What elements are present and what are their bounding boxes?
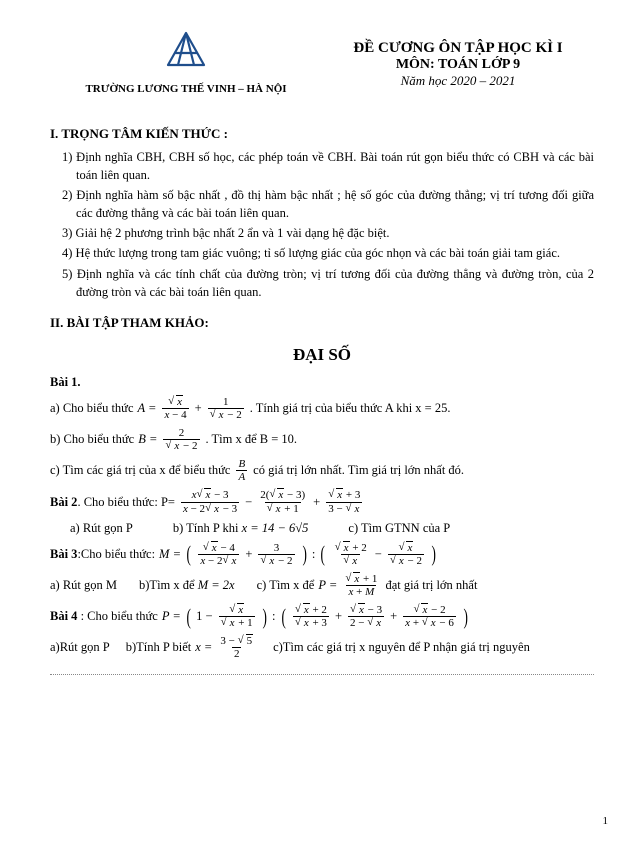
footer-divider <box>50 674 594 675</box>
bai-3: Bài 3:Cho biểu thức: M = ( x − 4 x − 2x … <box>50 542 594 567</box>
math-minus: − <box>375 547 382 562</box>
section-1-heading: I. TRỌNG TÂM KIẾN THỨC : <box>50 125 594 144</box>
bai-3-subparts: a) Rút gọn M b)Tìm x để M = 2x c) Tìm x … <box>50 573 594 598</box>
math-plus: + <box>390 609 397 624</box>
bai-1-b-suffix: . Tìm x để B = 10. <box>206 432 298 447</box>
bai-2-b-expr: x = 14 − 6√5 <box>242 521 309 535</box>
header-left: TRƯỜNG LƯƠNG THẾ VINH – HÀ NỘI <box>50 30 322 95</box>
bai-1-a-prefix: a) Cho biểu thức <box>50 401 134 416</box>
math-frac: x x − 2 <box>388 542 424 567</box>
bai-3-b: b)Tìm x để <box>139 578 195 592</box>
math-colon: : <box>312 547 315 562</box>
math-frac: x − 3 2 − x <box>348 604 384 629</box>
math-frac: x x + 1 <box>219 604 255 629</box>
math-frac: xx − 3 x − 2x − 3 <box>181 489 239 514</box>
bai-4-c: c)Tìm các giá trị x nguyên để P nhận giá… <box>273 640 530 655</box>
math-expr: x = <box>195 640 212 655</box>
math-frac: x + 3 3 − x <box>326 489 362 514</box>
bai-4-prefix: : Cho biểu thức <box>81 609 158 623</box>
math-frac: x − 2 x + x − 6 <box>403 604 456 629</box>
bai-4-b: b)Tính P biết <box>126 640 192 655</box>
bai-4: Bài 4 : Cho biểu thức P = ( 1 − x x + 1 … <box>50 604 594 629</box>
math-frac: x + 2 x + 3 <box>293 604 329 629</box>
math-plus: + <box>313 495 320 510</box>
page: TRƯỜNG LƯƠNG THẾ VINH – HÀ NỘI ĐỀ CƯƠNG … <box>0 0 644 841</box>
bai-1-b: b) Cho biểu thức B = 2 x − 2 . Tìm x để … <box>50 427 594 452</box>
bai-2-subparts: a) Rút gọn P b) Tính P khi x = 14 − 6√5 … <box>70 521 594 536</box>
math-frac: B A <box>236 458 247 483</box>
math-minus: − <box>245 495 252 510</box>
header: TRƯỜNG LƯƠNG THẾ VINH – HÀ NỘI ĐỀ CƯƠNG … <box>50 30 594 95</box>
math-frac: x x − 4 <box>162 396 188 421</box>
bai-3-c: c) Tìm x để <box>257 578 315 593</box>
algebra-heading: ĐẠI SỐ <box>50 345 594 365</box>
bai-2-prefix: . Cho biểu thức: P= <box>77 495 175 509</box>
bai-2: Bài 2. Cho biểu thức: P= xx − 3 x − 2x −… <box>50 489 594 514</box>
list-item: 5) Định nghĩa và các tính chất của đường… <box>50 265 594 301</box>
list-item: 4) Hệ thức lượng trong tam giác vuông; t… <box>50 244 594 262</box>
bai-3-prefix: :Cho biểu thức: <box>77 547 155 561</box>
bai-4-a: a)Rút gọn P <box>50 640 110 655</box>
bai-3-a: a) Rút gọn M <box>50 578 117 593</box>
bai-1-a-suffix: . Tính giá trị của biểu thức A khi x = 2… <box>250 401 451 416</box>
bai-1-c-prefix: c) Tìm các giá trị của x để biểu thức <box>50 463 230 478</box>
school-name: TRƯỜNG LƯƠNG THẾ VINH – HÀ NỘI <box>50 83 322 95</box>
bai-2-c: c) Tìm GTNN của P <box>348 521 450 536</box>
bai-1-a: a) Cho biểu thức A = x x − 4 + 1 x − 2 .… <box>50 396 594 421</box>
bai-3-c-suffix: đạt giá trị lớn nhất <box>385 578 477 593</box>
section-1: I. TRỌNG TÂM KIẾN THỨC : 1) Định nghĩa C… <box>50 125 594 301</box>
doc-year: Năm học 2020 – 2021 <box>322 73 594 89</box>
school-logo-icon <box>164 30 208 75</box>
math-frac: 1 x − 2 <box>208 396 244 421</box>
math-one: 1 − <box>196 609 212 624</box>
math-expr: A = <box>138 401 157 416</box>
bai-1-c: c) Tìm các giá trị của x để biểu thức B … <box>50 458 594 483</box>
page-number: 1 <box>603 815 609 827</box>
math-frac: x − 4 x − 2x <box>198 542 239 567</box>
math-frac: 3 − 5 2 <box>218 635 255 660</box>
list-item: 1) Định nghĩa CBH, CBH số học, các phép … <box>50 148 594 184</box>
bai-1-label: Bài 1. <box>50 375 594 390</box>
bai-2-b: b) Tính P khi <box>173 521 239 535</box>
math-expr: P = <box>162 609 181 624</box>
section-2-heading: II. BÀI TẬP THAM KHẢO: <box>50 315 594 331</box>
math-expr: M = <box>159 547 181 562</box>
math-frac: x + 2 x <box>333 542 369 567</box>
list-item: 3) Giải hệ 2 phương trình bậc nhất 2 ẩn … <box>50 224 594 242</box>
bai-4-subparts: a)Rút gọn P b)Tính P biết x = 3 − 5 2 c)… <box>50 635 594 660</box>
math-plus: + <box>195 401 202 416</box>
math-expr: P = <box>318 578 337 593</box>
math-frac: 2 x − 2 <box>163 427 199 452</box>
bai-3-b-expr: M = 2x <box>198 578 235 592</box>
math-plus: + <box>245 547 252 562</box>
list-item: 2) Định nghĩa hàm số bậc nhất , đồ thị h… <box>50 186 594 222</box>
math-frac: 2(x − 3) x + 1 <box>258 489 307 514</box>
math-frac: x + 1 x + M <box>343 573 379 598</box>
math-frac: 3 x − 2 <box>258 542 294 567</box>
math-colon: : <box>272 609 275 624</box>
bai-1-b-prefix: b) Cho biểu thức <box>50 432 134 447</box>
doc-title: ĐỀ CƯƠNG ÔN TẬP HỌC KÌ I <box>322 40 594 57</box>
math-expr: B = <box>138 432 157 447</box>
bai-4-label: Bài 4 <box>50 609 77 623</box>
header-right: ĐỀ CƯƠNG ÔN TẬP HỌC KÌ I MÔN: TOÁN LỚP 9… <box>322 30 594 89</box>
bai-2-a: a) Rút gọn P <box>70 521 133 536</box>
bai-1-c-suffix: có giá trị lớn nhất. Tìm giá trị lớn nhấ… <box>253 463 464 478</box>
bai-3-label: Bài 3 <box>50 547 77 561</box>
math-plus: + <box>335 609 342 624</box>
bai-2-label: Bài 2 <box>50 495 77 509</box>
doc-subject: MÔN: TOÁN LỚP 9 <box>322 57 594 73</box>
